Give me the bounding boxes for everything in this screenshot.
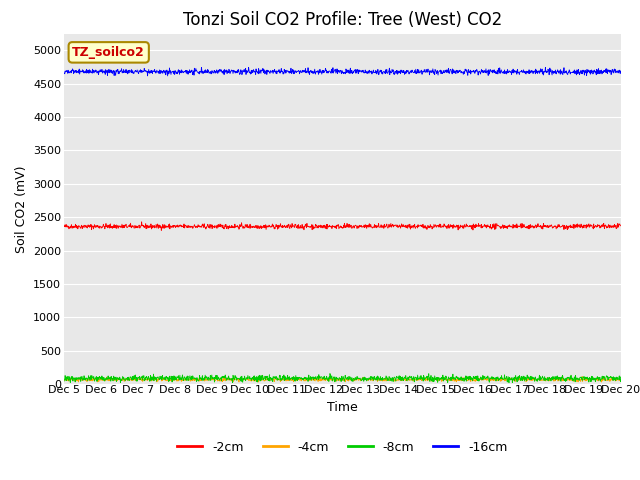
Text: TZ_soilco2: TZ_soilco2 [72, 46, 145, 59]
Legend: -2cm, -4cm, -8cm, -16cm: -2cm, -4cm, -8cm, -16cm [172, 436, 513, 459]
Title: Tonzi Soil CO2 Profile: Tree (West) CO2: Tonzi Soil CO2 Profile: Tree (West) CO2 [183, 11, 502, 29]
Y-axis label: Soil CO2 (mV): Soil CO2 (mV) [15, 165, 28, 252]
X-axis label: Time: Time [327, 401, 358, 414]
